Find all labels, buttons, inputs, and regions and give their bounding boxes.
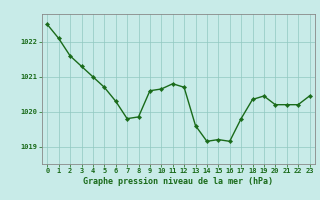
- X-axis label: Graphe pression niveau de la mer (hPa): Graphe pression niveau de la mer (hPa): [84, 177, 273, 186]
